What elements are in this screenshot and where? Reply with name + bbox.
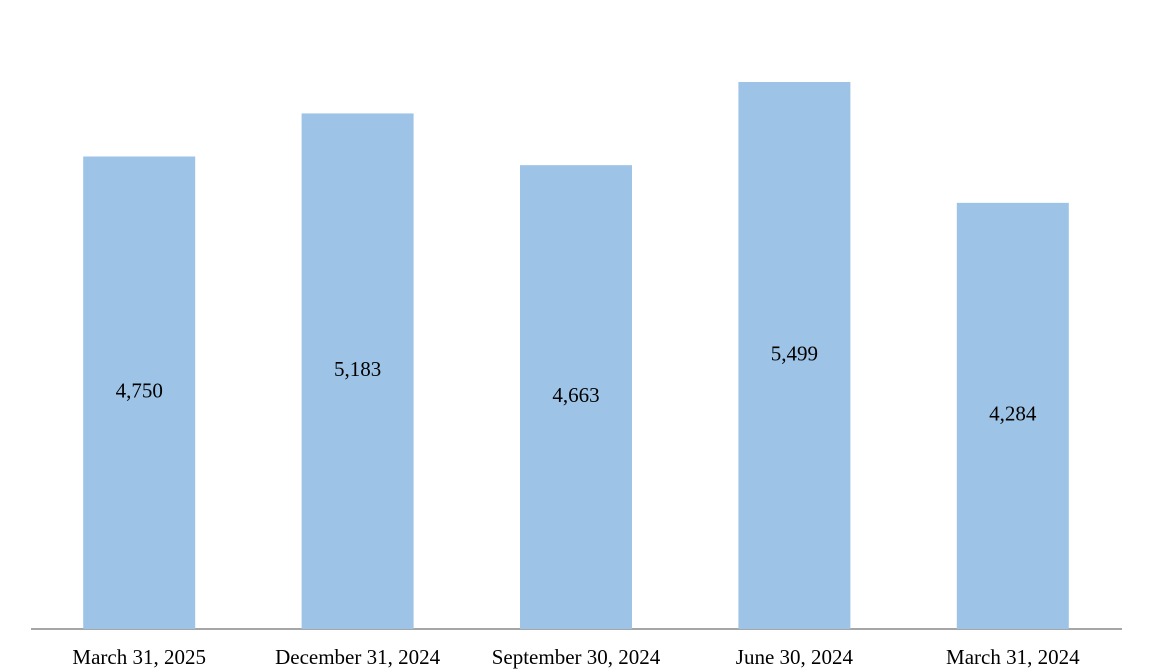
x-tick-label: June 30, 2024: [736, 645, 854, 669]
bar: [83, 156, 196, 629]
x-tick-label: March 31, 2024: [946, 645, 1080, 669]
data-label: 5,183: [334, 357, 381, 381]
x-tick-label: December 31, 2024: [275, 645, 441, 669]
bar: [738, 82, 851, 629]
data-label: 4,750: [116, 379, 163, 403]
bar: [520, 165, 632, 629]
data-label: 4,284: [989, 402, 1037, 426]
data-label: 4,663: [552, 383, 599, 407]
bar: [956, 202, 1069, 629]
bar: [301, 113, 414, 629]
data-label: 5,499: [771, 341, 818, 365]
x-tick-label: September 30, 2024: [492, 645, 661, 669]
x-tick-label: March 31, 2025: [72, 645, 206, 669]
